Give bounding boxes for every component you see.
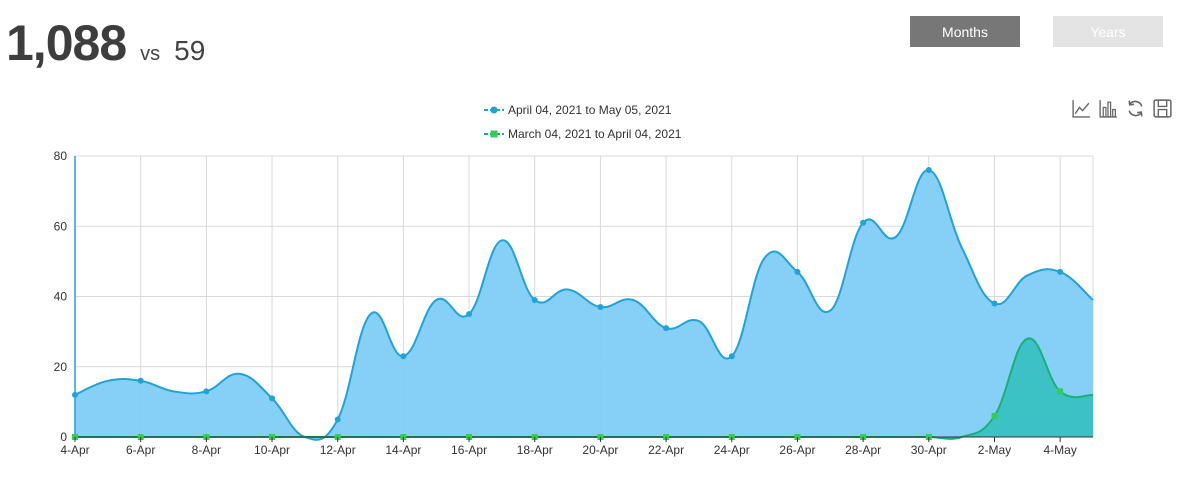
series-previous-area	[75, 338, 1093, 439]
x-tick-label: 4-Apr	[60, 443, 89, 457]
chart-toolbox	[1071, 98, 1173, 119]
series-previous-point[interactable]	[1057, 388, 1064, 395]
series-current-point[interactable]	[1057, 268, 1064, 275]
series-current-point[interactable]	[597, 304, 604, 311]
series-current-point[interactable]	[72, 391, 78, 398]
y-tick-label: 40	[54, 290, 68, 304]
x-tick-label: 8-Apr	[192, 443, 221, 457]
series-current-point[interactable]	[663, 325, 670, 332]
y-tick-label: 60	[54, 219, 68, 233]
previous-total: 59	[174, 35, 206, 66]
x-tick-label: 10-Apr	[254, 443, 290, 457]
series-current-line	[74, 169, 1094, 441]
x-tick-label: 24-Apr	[714, 443, 750, 457]
current-total: 1,088	[6, 15, 127, 71]
series-current-point[interactable]	[466, 311, 473, 318]
x-tick-label: 2-May	[978, 443, 1011, 457]
refresh-icon[interactable]	[1125, 98, 1146, 119]
y-tick-label: 20	[54, 360, 68, 374]
series-current-point[interactable]	[728, 353, 735, 360]
x-tick-label: 14-Apr	[385, 443, 421, 457]
series-current-point[interactable]	[531, 297, 538, 304]
chart-legend: April 04, 2021 to May 05, 2021 March 04,…	[484, 98, 681, 146]
x-tick-label: 12-Apr	[320, 443, 356, 457]
series-current-point[interactable]	[925, 167, 932, 174]
series-current-point[interactable]	[991, 300, 998, 307]
legend-label-previous: March 04, 2021 to April 04, 2021	[508, 127, 682, 141]
bar-chart-icon[interactable]	[1098, 98, 1119, 119]
vs-label: vs	[140, 43, 161, 65]
save-icon[interactable]	[1152, 98, 1173, 119]
x-tick-label: 16-Apr	[451, 443, 487, 457]
series-previous-point[interactable]	[991, 412, 998, 419]
series-current-point[interactable]	[203, 388, 210, 395]
series-current-point[interactable]	[334, 416, 341, 423]
y-tick-label: 80	[54, 149, 68, 163]
series-current-point[interactable]	[794, 268, 801, 275]
series-current-area	[75, 169, 1093, 440]
x-tick-label: 6-Apr	[126, 443, 155, 457]
x-tick-label: 22-Apr	[648, 443, 684, 457]
months-button[interactable]: Months	[910, 16, 1020, 47]
legend-line-circle-icon	[484, 106, 504, 114]
series-current-point[interactable]	[269, 395, 276, 402]
line-chart-icon[interactable]	[1071, 98, 1092, 119]
series-current-point[interactable]	[860, 219, 867, 226]
legend-item-current[interactable]: April 04, 2021 to May 05, 2021	[484, 98, 681, 122]
x-tick-label: 18-Apr	[517, 443, 553, 457]
x-tick-label: 30-Apr	[911, 443, 947, 457]
x-tick-label: 26-Apr	[779, 443, 815, 457]
x-tick-label: 28-Apr	[845, 443, 881, 457]
legend-line-square-icon	[484, 130, 504, 138]
series-current-point[interactable]	[137, 377, 144, 384]
legend-item-previous[interactable]: March 04, 2021 to April 04, 2021	[484, 122, 681, 146]
summary-headline: 1,088 vs 59	[6, 14, 205, 72]
x-tick-label: 4-May	[1043, 443, 1076, 457]
series-current-point[interactable]	[400, 353, 407, 360]
y-tick-label: 0	[60, 430, 67, 444]
years-button[interactable]: Years	[1053, 16, 1163, 47]
legend-label-current: April 04, 2021 to May 05, 2021	[508, 103, 672, 117]
x-tick-label: 20-Apr	[582, 443, 618, 457]
